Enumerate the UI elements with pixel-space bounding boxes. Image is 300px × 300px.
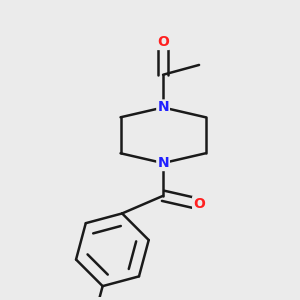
Text: N: N [157,156,169,170]
Text: O: O [193,197,205,211]
Text: O: O [157,35,169,49]
Text: N: N [157,100,169,115]
